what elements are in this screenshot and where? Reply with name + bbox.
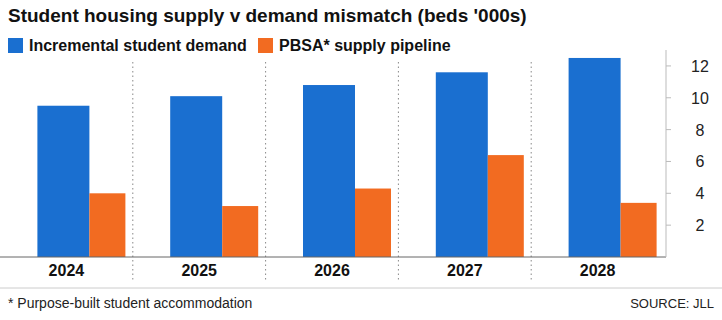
x-tick-label: 2024 — [49, 262, 85, 279]
y-tick — [666, 225, 671, 226]
bar — [355, 189, 391, 257]
bar — [170, 96, 222, 257]
bar — [37, 106, 89, 257]
y-tick-label: 10 — [691, 90, 709, 107]
y-tick-label: 8 — [696, 122, 705, 139]
x-tick-label: 2026 — [314, 262, 350, 279]
y-tick-label: 12 — [691, 58, 709, 75]
y-tick-label: 4 — [696, 185, 705, 202]
bar — [621, 203, 657, 257]
bar — [89, 193, 125, 257]
y-tick — [666, 161, 671, 162]
y-tick — [666, 193, 671, 194]
bars — [37, 58, 656, 257]
bar — [303, 85, 355, 257]
bar — [222, 206, 258, 257]
chart-container: Student housing supply v demand mismatch… — [0, 0, 722, 320]
group-separator — [132, 62, 133, 282]
group-separator — [265, 62, 266, 282]
bar — [569, 58, 621, 257]
group-separator — [398, 62, 399, 282]
legend-label: Incremental student demand — [29, 37, 247, 54]
legend-swatch — [8, 38, 23, 53]
title: Student housing supply v demand mismatch… — [8, 5, 527, 26]
legend-label: PBSA* supply pipeline — [279, 37, 451, 54]
chart-svg: Student housing supply v demand mismatch… — [0, 0, 722, 320]
y-tick-label: 6 — [696, 153, 705, 170]
x-tick-label: 2025 — [181, 262, 217, 279]
y-tick-label: 2 — [696, 217, 705, 234]
baseline — [0, 257, 666, 258]
x-tick-label: 2027 — [447, 262, 483, 279]
y-tick — [666, 65, 671, 66]
footer-rule — [0, 288, 722, 289]
legend-swatch — [258, 38, 273, 53]
group-separator — [531, 62, 532, 282]
x-tick-label: 2028 — [580, 262, 616, 279]
footnote: * Purpose-built student accommodation — [8, 295, 252, 311]
bar — [436, 72, 488, 257]
y-tick — [666, 97, 671, 98]
source: SOURCE: JLL — [630, 296, 714, 311]
y-tick — [666, 129, 671, 130]
bar — [488, 155, 524, 257]
y-axis-line — [666, 50, 667, 257]
